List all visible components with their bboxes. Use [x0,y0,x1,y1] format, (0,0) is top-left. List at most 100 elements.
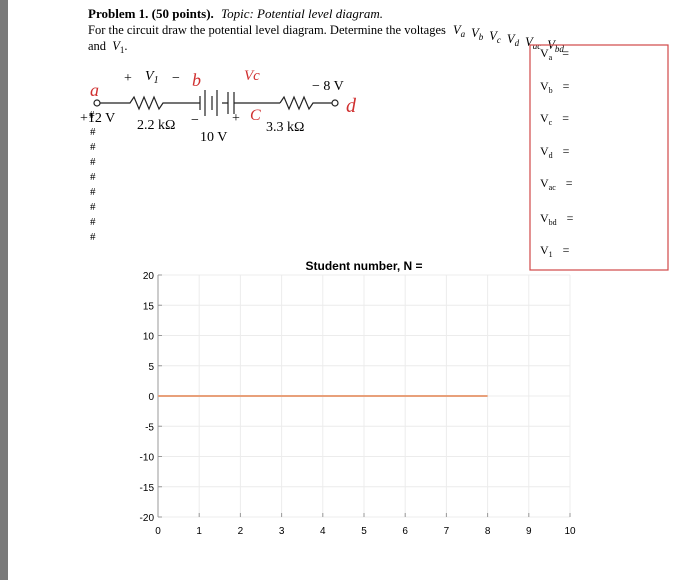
answer-sub: 1 [549,250,553,259]
answer-eq: = [562,46,569,60]
vc-label: Vc [244,68,260,84]
y-tick-label: -20 [140,513,155,524]
voltage: V [507,32,516,46]
answer-v: V [540,243,549,257]
plus: + [124,71,132,86]
node-c: C [250,107,261,124]
problem: Problem 1. (50 points). [88,6,214,21]
y-tick-label: 20 [143,271,155,282]
node-d: d [346,95,357,117]
hash: # [90,201,96,213]
answer-sub: a [549,53,553,62]
instruction-text: For the circuit draw the potential level… [88,23,446,37]
answer-sub: d [549,151,553,160]
voltage-sub: a [461,29,466,39]
hash: # [90,171,96,183]
voltage: V [453,23,462,37]
answer-label: V1 = [540,243,570,259]
v1-label: V1 [145,69,159,86]
instruction: For the circuit draw the potential level… [88,23,564,54]
v1-sub: 1 [154,75,159,86]
v1: V [112,39,121,53]
x-tick-label: 4 [320,526,326,537]
circuit-labels: a + V1 − b Vc − 8 V d +12 V # 2.2 kΩ − 1… [80,68,357,145]
v1-main: V [145,69,155,84]
r1: 2.2 kΩ [137,118,175,133]
answer-sub: ac [549,183,557,192]
v1-sub: 1 [120,45,125,55]
answer-eq: = [563,243,570,257]
instruction-end: and V1. [88,39,127,55]
y-tick-label: 0 [148,392,154,403]
node-a: a [90,80,99,100]
voltage-sub: d [515,38,520,48]
plus: + [232,111,240,126]
hash: # [90,186,96,198]
voltage: V [489,29,498,43]
answer-v: V [540,79,549,93]
voltage-sub: b [479,32,484,42]
y-tick-label: -5 [145,422,154,433]
chart-title: Student number, N = [305,259,422,273]
x-tick-label: 2 [238,526,244,537]
voltage-sub: ac [533,41,542,51]
answer-label: Va = [540,46,569,62]
voltage-sub: bd [555,44,565,54]
node-b: b [192,70,201,90]
y-tick-label: -10 [140,453,155,464]
and: and [88,39,107,53]
minus-8v: − 8 V [312,79,344,94]
minus: − [172,71,180,86]
hash: # [90,231,96,243]
answer-eq: = [563,79,570,93]
x-tick-label: 5 [361,526,367,537]
x-tick-label: 9 [526,526,532,537]
answer-v: V [540,176,549,190]
answer-eq: = [567,211,574,225]
y-tick-label: -15 [140,483,155,494]
answer-label: Vc = [540,111,569,127]
y-tick-label: 5 [148,362,154,373]
x-tick-label: 3 [279,526,285,537]
hash-column: # # # # # # # # [90,126,96,243]
voltage: V [525,35,534,49]
answer-box [529,44,669,271]
answer-v: V [540,46,549,60]
x-tick-label: 7 [444,526,450,537]
circuit-wires [93,90,339,116]
answer-v: V [540,144,549,158]
answer-eq: = [562,111,569,125]
voltage: V [471,26,480,40]
v10: 10 V [200,130,227,145]
topic: Topic: Potential level diagram. [221,6,383,21]
plus-12v: +12 V [80,111,115,126]
answer-eq: = [566,176,573,190]
answer-eq: = [563,144,570,158]
x-tick-label: 0 [155,526,161,537]
r2: 3.3 kΩ [266,120,304,135]
x-tick-label: 10 [564,526,576,537]
heading: Problem 1. (50 points). Topic: Potential… [88,6,383,21]
hash: # [89,109,95,121]
period: . [124,39,127,53]
minus: − [191,113,199,128]
answers: Va =Vb =Vc =Vd =Vac =Vbd =V1 = [540,46,574,259]
x-tick-label: 1 [196,526,202,537]
voltage-sub: c [497,35,501,45]
answer-v: V [540,111,549,125]
answer-label: Vbd = [540,211,574,227]
y-tick-label: 10 [143,332,155,343]
side-bar [0,0,8,580]
answer-label: Vac = [540,176,573,192]
hash: # [90,216,96,228]
answer-label: Vd = [540,144,570,160]
hash: # [90,141,96,153]
answer-sub: bd [549,218,557,227]
hash: # [90,156,96,168]
y-tick-label: 15 [143,301,155,312]
hash: # [90,126,96,138]
answer-label: Vb = [540,79,570,95]
answer-v: V [540,211,549,225]
